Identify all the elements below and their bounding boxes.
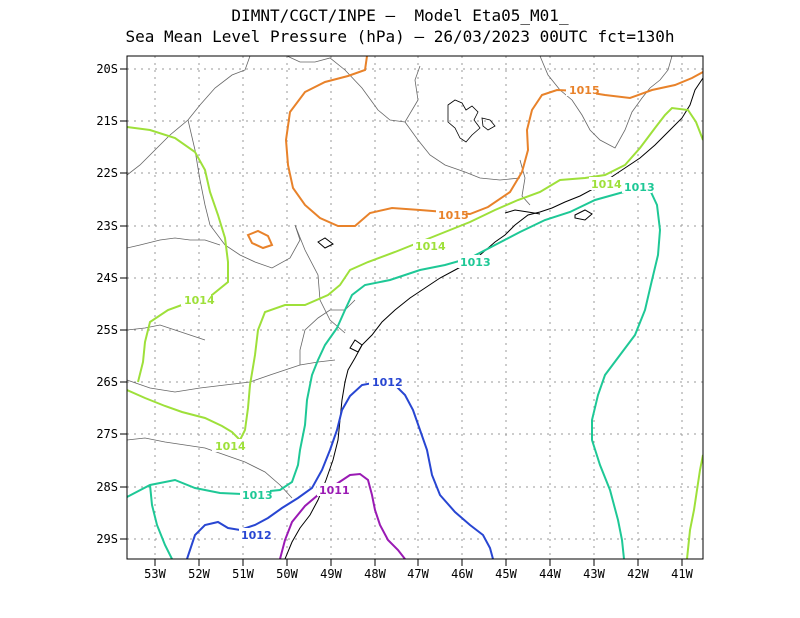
contour-label-1014: 1014 <box>184 294 215 307</box>
lat-label: 24S <box>96 271 118 285</box>
lat-labels: 20S 21S 22S 23S 24S 25S 26S 27S 28S 29S <box>96 62 118 546</box>
contour-1013 <box>127 186 662 559</box>
lon-label: 46W <box>451 567 473 581</box>
lon-label: 43W <box>583 567 605 581</box>
lon-label: 42W <box>627 567 649 581</box>
map-subtitle: Sea Mean Level Pressure (hPa) – 26/03/20… <box>125 27 675 46</box>
lat-label: 27S <box>96 427 118 441</box>
lon-label: 51W <box>232 567 254 581</box>
contour-1011 <box>279 472 406 559</box>
coastline <box>284 77 703 559</box>
lat-label: 26S <box>96 375 118 389</box>
contour-label-1015: 1015 <box>438 209 469 222</box>
reservoirs <box>447 99 496 143</box>
lat-label: 21S <box>96 114 118 128</box>
lon-label: 48W <box>364 567 386 581</box>
contours <box>127 56 703 559</box>
contour-label-1013: 1013 <box>460 256 491 269</box>
contour-label-1013: 1013 <box>242 489 273 502</box>
contour-1015-cell <box>246 229 274 250</box>
lon-label: 52W <box>188 567 210 581</box>
contour-label-1012: 1012 <box>372 376 403 389</box>
lon-label: 44W <box>539 567 561 581</box>
lon-label: 41W <box>671 567 693 581</box>
contour-label-1015: 1015 <box>569 84 600 97</box>
lat-lon-grid <box>127 56 703 559</box>
axis-ticks <box>120 68 683 566</box>
map-title: DIMNT/CGCT/INPE – Model Eta05_M01_ <box>231 6 569 25</box>
contour-label-1013: 1013 <box>624 181 655 194</box>
contour-label-1014: 1014 <box>215 440 246 453</box>
lat-label: 25S <box>96 323 118 337</box>
contour-label-1014: 1014 <box>415 240 446 253</box>
lat-label: 22S <box>96 166 118 180</box>
contour-label-1011: 1011 <box>319 484 350 497</box>
contour-label-1014: 1014 <box>591 178 622 191</box>
contour-labels: 1015 1015 1014 1014 1014 1014 1013 1013 … <box>181 83 655 542</box>
contour-1014-south <box>127 106 703 442</box>
contour-label-1012: 1012 <box>241 529 272 542</box>
lon-label: 47W <box>407 567 429 581</box>
contour-1012 <box>186 380 494 559</box>
lon-label: 49W <box>320 567 342 581</box>
lat-label: 20S <box>96 62 118 76</box>
contour-1013-sw <box>149 484 173 559</box>
lon-label: 50W <box>276 567 298 581</box>
lat-label: 23S <box>96 219 118 233</box>
lat-label: 29S <box>96 532 118 546</box>
lon-labels: 53W 52W 51W 50W 49W 48W 47W 46W 45W 44W … <box>144 567 693 581</box>
contour-1014-west <box>127 126 229 383</box>
lon-label: 53W <box>144 567 166 581</box>
lat-label: 28S <box>96 480 118 494</box>
map-frame <box>126 55 704 560</box>
lon-label: 45W <box>495 567 517 581</box>
contour-1015 <box>284 56 703 227</box>
contour-1014-east <box>686 454 703 559</box>
